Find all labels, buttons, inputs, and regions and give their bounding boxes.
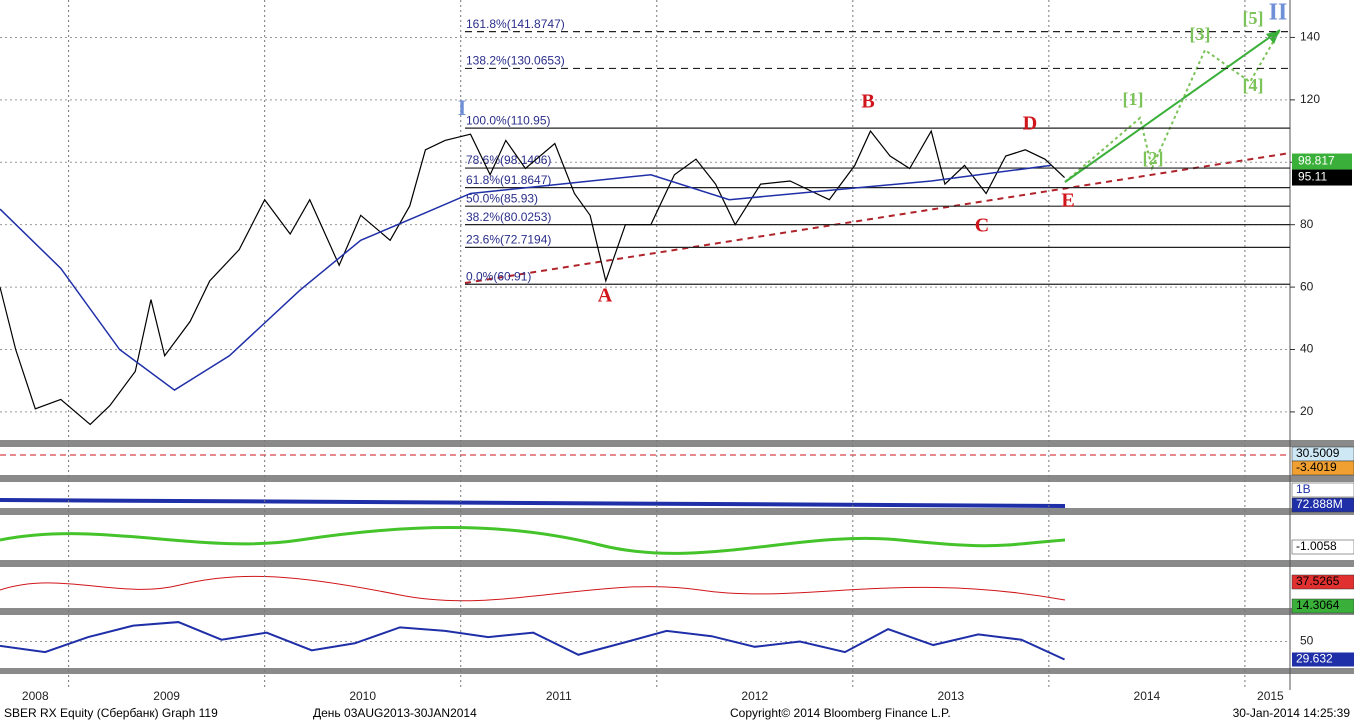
indicator-box xyxy=(1291,598,1354,614)
wave-label: [5] xyxy=(1243,8,1264,28)
rsi-box xyxy=(1292,652,1354,667)
last-price-label: 95.11 xyxy=(1298,170,1327,184)
oscillator-shape xyxy=(0,575,1066,602)
indicator-box xyxy=(1291,497,1354,513)
footer-text: SBER RX Equity (Сбербанк) Graph 119 xyxy=(4,706,218,720)
wave-label: B xyxy=(861,91,874,113)
indicator-box xyxy=(1291,539,1354,555)
indicator-label: 30.5009 xyxy=(1296,446,1340,460)
fib-label: 23.6%(72.7194) xyxy=(466,233,551,247)
footer-text: День 03AUG2013-30JAN2014 xyxy=(313,706,477,720)
fib-label: 61.8%(91.8647) xyxy=(466,173,551,187)
wave-label: A xyxy=(598,285,613,307)
y-tick-label: 140 xyxy=(1300,30,1320,44)
price-line xyxy=(0,129,1065,426)
y-tick-label: 80 xyxy=(1300,217,1314,231)
footer-text: Copyright© 2014 Bloomberg Finance L.P. xyxy=(730,706,951,720)
trend-line xyxy=(464,152,1291,284)
y-tick-label: 120 xyxy=(1300,92,1320,106)
indicator-box xyxy=(1291,482,1354,498)
volume-shape xyxy=(0,498,1066,508)
y-tick-label: 50 xyxy=(1300,634,1314,648)
indicator-box xyxy=(1291,460,1354,476)
x-tick-label: 2010 xyxy=(349,689,376,703)
last-price-box xyxy=(1292,169,1352,186)
indicator-label: 14.3064 xyxy=(1296,598,1340,612)
wave-label: D xyxy=(1023,113,1037,135)
wave-label: [1] xyxy=(1123,89,1144,109)
indicator-box xyxy=(1291,574,1354,590)
oscillator-shape xyxy=(0,526,1066,555)
y-tick-label: 60 xyxy=(1300,279,1314,293)
x-tick-label: 2015 xyxy=(1257,689,1284,703)
separator xyxy=(0,508,1354,515)
footer-text: 30-Jan-2014 14:25:39 xyxy=(1233,706,1351,720)
wave-label: [3] xyxy=(1190,24,1211,44)
indicator-label: 1B xyxy=(1296,482,1311,496)
projection-arrow xyxy=(1064,29,1281,183)
arrow-head xyxy=(1266,30,1280,44)
fib-label: 78.6%(98.1406) xyxy=(466,153,551,167)
rsi-label: 29.632 xyxy=(1296,652,1333,666)
indicator-label: 72.888M xyxy=(1296,497,1343,511)
x-tick-label: 2012 xyxy=(741,689,768,703)
x-tick-label: 2009 xyxy=(153,689,180,703)
wave-label: C xyxy=(975,215,989,237)
indicator-label: 37.5265 xyxy=(1296,574,1340,588)
x-tick-label: 2011 xyxy=(546,689,572,703)
indicator-label: -3.4019 xyxy=(1296,460,1337,474)
fib-label: 161.8%(141.8747) xyxy=(466,17,565,31)
wave-label: E xyxy=(1061,190,1074,212)
separator xyxy=(0,668,1354,674)
wave-projection xyxy=(1064,29,1281,183)
x-tick-label: 2008 xyxy=(22,689,49,703)
rsi-line xyxy=(0,621,1065,661)
price-line xyxy=(0,164,1051,391)
ma-label: 98.817 xyxy=(1298,154,1335,168)
wave-label: [2] xyxy=(1143,148,1164,168)
separator xyxy=(0,560,1354,567)
fib-label: 38.2%(80.0253) xyxy=(466,210,551,224)
wave-label: II xyxy=(1269,0,1288,26)
y-tick-label: 40 xyxy=(1300,342,1314,356)
wave-label: I xyxy=(458,95,467,120)
y-tick-label: 20 xyxy=(1300,404,1314,418)
ma-label-box xyxy=(1292,153,1352,170)
x-tick-label: 2014 xyxy=(1134,689,1161,703)
separator xyxy=(0,475,1354,482)
panel-separators xyxy=(0,440,1354,674)
wave-label: [4] xyxy=(1243,75,1264,95)
fib-label: 0.0%(60.91) xyxy=(466,269,531,283)
x-tick-label: 2013 xyxy=(937,689,964,703)
fib-label: 100.0%(110.95) xyxy=(466,113,551,127)
fib-label: 138.2%(130.0653) xyxy=(466,54,565,68)
separator xyxy=(0,608,1354,615)
separator xyxy=(0,440,1354,447)
indicator-label: -1.0058 xyxy=(1296,539,1337,553)
fib-label: 50.0%(85.93) xyxy=(466,191,538,205)
